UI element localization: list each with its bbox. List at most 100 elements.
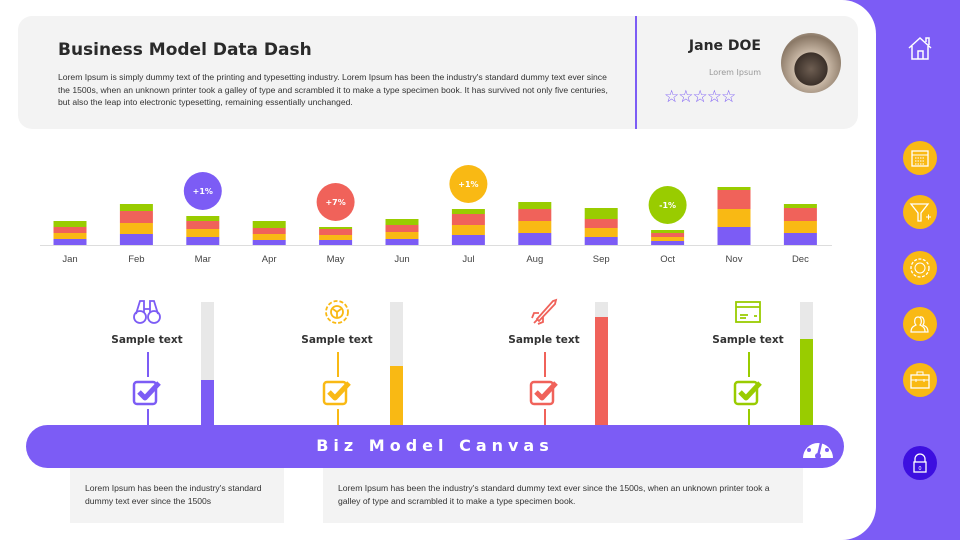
month-label: Apr <box>262 254 277 265</box>
note-box-2: Lorem Ipsum has been the industry's stan… <box>323 468 803 523</box>
credit-card-icon <box>735 301 761 323</box>
header-description: Lorem Ipsum is simply dummy text of the … <box>58 72 608 107</box>
funnel-icon[interactable] <box>903 195 937 229</box>
bar-segment-jun-2 <box>385 225 419 232</box>
page-title: Business Model Data Dash <box>58 40 312 60</box>
bar-segment-jan-1 <box>53 233 87 239</box>
binoculars-icon <box>133 300 161 324</box>
star-rating[interactable]: ☆☆☆☆☆ <box>664 87 736 107</box>
kpi-label: Sample text <box>712 334 784 346</box>
bar-segment-aug-1 <box>518 221 552 233</box>
kpi-progress-fill <box>595 316 608 425</box>
bar-segment-feb-0 <box>119 234 153 245</box>
kpi-progress-fill <box>201 379 214 425</box>
checkbox-checked-icon[interactable] <box>321 377 353 409</box>
bar-segment-feb-3 <box>119 204 153 211</box>
change-badge <box>449 165 488 203</box>
bar-segment-jul-1 <box>451 225 485 235</box>
bar-segment-sep-3 <box>584 208 618 219</box>
kpi-progress-bar <box>201 302 214 425</box>
kpi-progress-fill <box>800 338 813 425</box>
banner: Biz Model Canvas <box>26 425 844 468</box>
month-label: Mar <box>195 254 211 265</box>
bar-segment-jun-0 <box>385 239 419 245</box>
users-icon[interactable] <box>903 307 937 341</box>
bar-segment-mar-3 <box>186 216 220 221</box>
lock-icon: 0 <box>913 453 927 473</box>
bar-segment-aug-0 <box>518 233 552 245</box>
calendar-icon[interactable] <box>903 141 937 175</box>
briefcase-icon[interactable] <box>903 363 937 397</box>
bar-segment-mar-1 <box>186 229 220 237</box>
bar-segment-jul-0 <box>451 235 485 245</box>
bar-segment-sep-1 <box>584 228 618 237</box>
home-icon[interactable] <box>906 34 934 62</box>
bar-segment-jun-1 <box>385 232 419 239</box>
change-badge-label: +7% <box>325 198 345 207</box>
bar-segment-jan-0 <box>53 239 87 245</box>
bar-segment-nov-0 <box>717 227 751 245</box>
note-box-1: Lorem Ipsum has been the industry's stan… <box>70 468 284 523</box>
bar-segment-jan-2 <box>53 227 87 233</box>
change-badge <box>316 183 355 221</box>
kpi-progress-bar <box>595 302 608 425</box>
gear-icon[interactable] <box>903 251 937 285</box>
bar-segment-apr-3 <box>252 221 286 228</box>
change-badge-label: +1% <box>458 180 478 189</box>
kpi-progress-fill <box>390 365 403 425</box>
kpi-label: Sample text <box>111 334 183 346</box>
bar-segment-nov-2 <box>717 190 751 209</box>
month-label: Jul <box>462 254 474 265</box>
checkbox-checked-icon[interactable] <box>528 377 560 409</box>
bar-segment-sep-2 <box>584 219 618 228</box>
bar-segment-may-1 <box>319 235 353 240</box>
header-panel: Business Model Data Dash Lorem Ipsum is … <box>18 16 858 129</box>
change-badge-label: +1% <box>193 187 213 196</box>
kpi-label: Sample text <box>508 334 580 346</box>
bar-segment-feb-2 <box>119 211 153 223</box>
month-label: Feb <box>128 254 144 265</box>
bar-segment-jan-3 <box>53 221 87 227</box>
bar-segment-oct-2 <box>651 233 685 237</box>
bar-segment-nov-1 <box>717 209 751 227</box>
stacked-bar-chart: Jan Feb Mar +1% Apr May +7% Jun Jul +1% Aug Sep Oct -… <box>40 165 832 265</box>
month-label: Dec <box>792 254 809 265</box>
gear-icon <box>325 300 349 324</box>
month-label: Aug <box>526 254 543 265</box>
lock-label: 0 <box>918 466 921 472</box>
bar-segment-apr-2 <box>252 228 286 234</box>
rocket-icon <box>531 298 558 325</box>
bar-segment-dec-2 <box>783 208 817 221</box>
lock-button[interactable]: 0 <box>903 446 937 480</box>
bar-segment-dec-0 <box>783 233 817 245</box>
bar-segment-may-3 <box>319 227 353 229</box>
bar-segment-may-0 <box>319 240 353 245</box>
checkbox-checked-icon[interactable] <box>131 377 163 409</box>
bar-segment-may-2 <box>319 229 353 235</box>
bar-segment-dec-3 <box>783 204 817 208</box>
bar-segment-mar-2 <box>186 221 220 229</box>
kpi-label: Sample text <box>301 334 373 346</box>
month-label: Oct <box>660 254 675 265</box>
change-badge-label: -1% <box>659 201 676 210</box>
bar-segment-sep-0 <box>584 237 618 245</box>
bar-segment-dec-1 <box>783 221 817 233</box>
header-divider <box>635 16 637 129</box>
bar-segment-apr-0 <box>252 240 286 245</box>
bar-segment-jul-3 <box>451 209 485 214</box>
month-label: May <box>327 254 345 265</box>
bar-segment-oct-3 <box>651 230 685 233</box>
bar-segment-nov-3 <box>717 187 751 190</box>
bar-segment-jul-2 <box>451 214 485 225</box>
gauge-icon[interactable] <box>800 430 836 462</box>
change-badge <box>648 186 687 224</box>
profile-role: Lorem Ipsum <box>708 68 761 77</box>
bar-segment-jun-3 <box>385 219 419 225</box>
kpi-progress-bar <box>390 302 403 425</box>
month-label: Jun <box>394 254 409 265</box>
kpi-progress-bar <box>800 302 813 425</box>
checkbox-checked-icon[interactable] <box>732 377 764 409</box>
bar-segment-oct-1 <box>651 237 685 241</box>
avatar <box>781 33 841 93</box>
month-label: Sep <box>593 254 610 265</box>
